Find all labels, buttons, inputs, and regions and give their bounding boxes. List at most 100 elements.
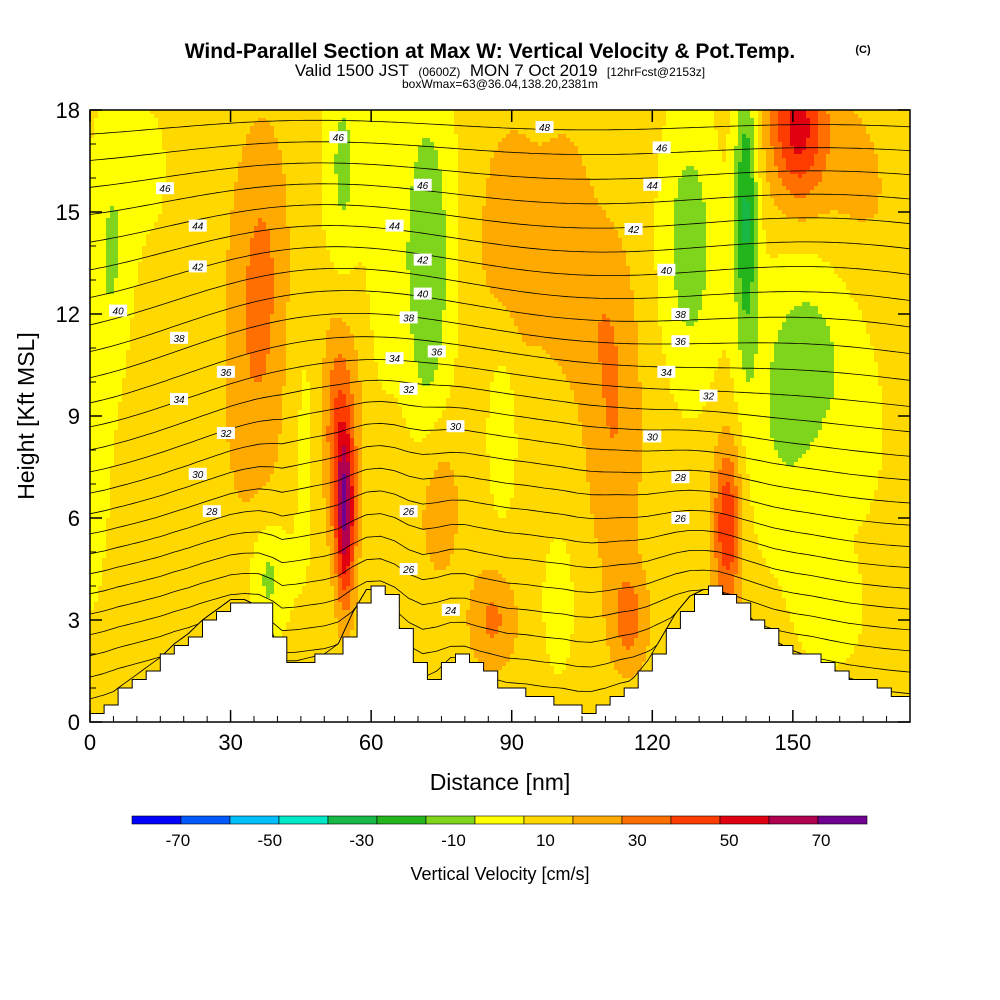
w-cell [170,370,175,375]
w-cell [202,614,207,619]
w-cell [114,238,119,243]
w-cell [206,410,211,415]
w-cell [218,150,223,155]
w-cell [210,494,215,499]
w-cell [122,526,127,531]
w-cell [170,294,175,299]
w-cell [150,442,155,447]
w-cell [110,518,115,523]
w-cell [102,274,107,279]
w-cell [146,150,151,155]
w-cell [122,682,127,687]
w-cell [134,658,139,663]
w-cell [142,418,147,423]
w-cell [162,458,167,463]
w-cell [190,574,195,579]
w-cell [142,110,147,115]
w-cell [210,278,215,283]
w-cell [170,534,175,539]
w-cell [214,530,219,535]
w-cell [206,474,211,479]
w-cell [198,186,203,191]
w-cell [106,614,111,619]
w-cell [182,126,187,131]
w-cell [90,442,95,447]
w-cell [150,446,155,451]
w-cell [142,430,147,435]
w-cell [114,406,119,411]
w-cell [218,174,223,179]
w-cell [106,262,111,267]
w-cell [138,154,143,159]
w-cell [174,326,179,331]
w-cell [90,190,95,195]
w-cell [158,134,163,139]
w-cell [102,134,107,139]
w-cell [114,230,119,235]
w-cell [194,158,199,163]
w-cell [150,662,155,667]
w-cell [202,554,207,559]
w-cell [114,214,119,219]
w-cell [146,194,151,199]
w-cell [94,358,99,363]
w-cell [134,362,139,367]
w-cell [178,514,183,519]
w-cell [210,286,215,291]
w-cell [162,534,167,539]
w-cell [174,374,179,379]
w-cell [90,234,95,239]
w-cell [130,306,135,311]
w-cell [150,118,155,123]
w-cell [182,622,187,627]
w-cell [114,110,119,115]
w-cell [134,446,139,451]
w-cell [114,290,119,295]
w-cell [114,410,119,415]
w-cell [106,534,111,539]
w-cell [94,298,99,303]
w-cell [98,338,103,343]
w-cell [178,486,183,491]
w-cell [118,286,123,291]
w-cell [90,470,95,475]
w-cell [186,482,191,487]
w-cell [142,622,147,627]
w-cell [106,370,111,375]
w-cell [130,222,135,227]
subtitle-utc: (0600Z) [418,65,460,79]
w-cell [138,394,143,399]
w-cell [162,110,167,115]
w-cell [178,362,183,367]
w-cell [110,238,115,243]
w-cell [102,154,107,159]
w-cell [98,498,103,503]
w-cell [106,450,111,455]
w-cell [154,334,159,339]
w-cell [206,158,211,163]
w-cell [134,366,139,371]
w-cell [98,234,103,239]
w-cell [94,230,99,235]
w-cell [158,114,163,119]
w-cell [138,174,143,179]
w-cell [214,138,219,143]
w-cell [150,262,155,267]
w-cell [158,610,163,615]
w-cell [114,458,119,463]
w-cell [138,590,143,595]
w-cell [218,282,223,287]
w-cell [114,602,119,607]
w-cell [218,466,223,471]
w-cell [202,142,207,147]
w-cell [218,234,223,239]
w-cell [98,666,103,671]
w-cell [142,314,147,319]
w-cell [90,554,95,559]
w-cell [178,390,183,395]
w-cell [194,210,199,215]
w-cell [94,638,99,643]
w-cell [98,314,103,319]
w-cell [90,466,95,471]
w-cell [130,422,135,427]
